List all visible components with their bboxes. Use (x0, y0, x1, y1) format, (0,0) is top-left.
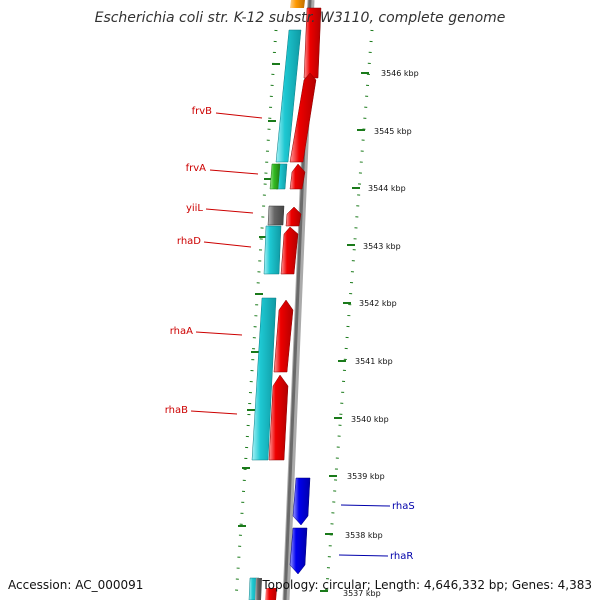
scale-label: 3538 kbp (345, 531, 383, 540)
scale-label: 3540 kbp (351, 415, 389, 424)
leader-yiiL (205, 208, 254, 214)
scale-label: 3542 kbp (359, 299, 397, 308)
leader-rhaA (195, 331, 243, 336)
scale-label: 3539 kbp (347, 472, 385, 481)
scale-label: 3537 kbp (343, 589, 381, 598)
gene-rhaR-rev (289, 527, 308, 575)
gene-label-rhaD: rhaD (177, 236, 201, 247)
gene-rhaA-fwd (273, 299, 294, 373)
gene-label-frvB: frvB (192, 106, 213, 117)
gene-label-rhaS: rhaS (392, 501, 415, 512)
map-title: Escherichia coli str. K-12 substr. W3110… (94, 10, 506, 26)
leader-frvA (209, 169, 259, 175)
forward-strand-track (265, 7, 322, 600)
gene-rhaA-cog (251, 297, 277, 461)
gene-label-rhaB: rhaB (165, 405, 188, 416)
outer-tick-ring (324, 29, 374, 599)
gene-top-orange (290, 0, 305, 8)
scale-label: 3541 kbp (355, 357, 393, 366)
gene-frvB-fwd (303, 7, 322, 79)
gene-bottom-gray (255, 578, 262, 600)
gene-yiiL-fwd (285, 206, 302, 227)
gene-label-yiiL: yiiL (186, 203, 203, 214)
leader-rhaS (340, 504, 391, 507)
scale-label: 3546 kbp (381, 69, 419, 78)
gene-names: frvB frvA yiiL rhaD rhaA rhaB rhaS rhaR (165, 106, 415, 562)
gene-label-leaders (190, 112, 391, 557)
gene-rhaS-rev (292, 477, 311, 526)
gene-bottom-fwd (265, 588, 277, 600)
reverse-strand-track (289, 477, 311, 575)
gene-frvA-fwd (289, 163, 306, 190)
gene-frvB-cog (275, 29, 302, 163)
leader-frvB (215, 112, 263, 119)
leader-rhaD (203, 241, 252, 248)
accession-label: Accession: AC_000091 (8, 578, 144, 592)
genome-summary: Topology: circular; Length: 4,646,332 bp… (262, 578, 592, 592)
scale-label: 3545 kbp (374, 127, 412, 136)
gene-yiiL-gray (267, 205, 285, 226)
gene-rhaD-cog (263, 225, 282, 275)
cog-track (248, 0, 305, 600)
leader-rhaB (190, 410, 238, 415)
gene-label-rhaA: rhaA (170, 326, 193, 337)
gene-label-frvA: frvA (186, 163, 207, 174)
gene-label-rhaR: rhaR (390, 551, 413, 562)
gene-rhaD-fwd (280, 226, 299, 275)
gene-frvA-green (269, 163, 281, 190)
gene-rhaB-fwd (268, 374, 289, 461)
scale-labels: 3546 kbp 3545 kbp 3544 kbp 3543 kbp 3542… (343, 69, 419, 598)
leader-rhaR (338, 554, 389, 557)
gene-frvB-fwd-2 (289, 72, 317, 163)
scale-label: 3544 kbp (368, 184, 406, 193)
scale-label: 3543 kbp (363, 242, 401, 251)
